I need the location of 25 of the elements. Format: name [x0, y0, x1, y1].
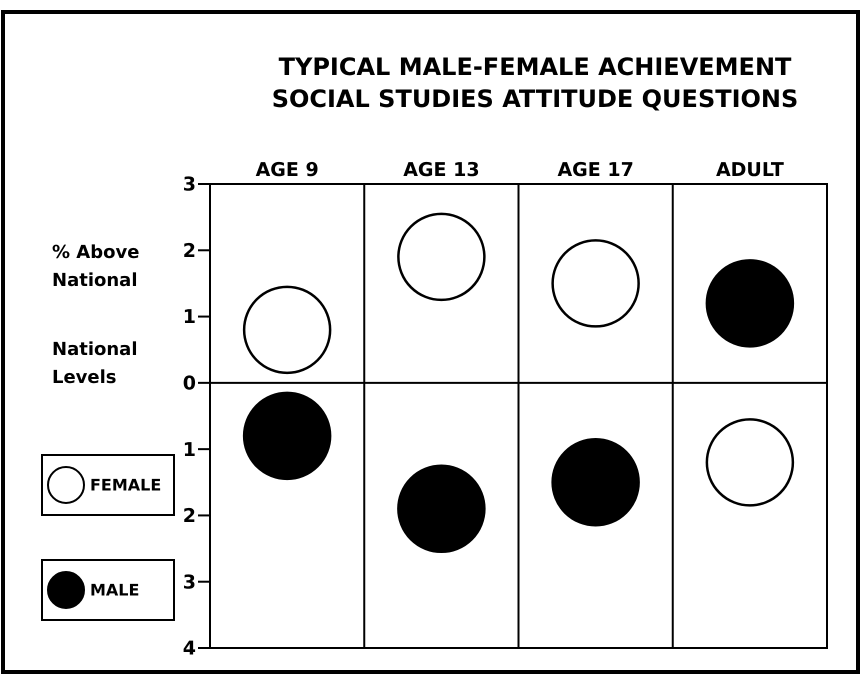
point — [242, 286, 332, 374]
text: National Levels — [52, 339, 138, 388]
y-tick-label: 3 — [182, 571, 196, 594]
x-tick-label: ADULT — [716, 159, 784, 181]
y-tick-label: 1 — [182, 438, 196, 461]
point — [551, 239, 640, 328]
y-tick-label: 2 — [182, 505, 196, 528]
y-tick-label: 2 — [182, 240, 196, 262]
y-tick-label: 4 — [182, 638, 196, 660]
point — [397, 212, 486, 302]
x-tick-label: AGE 13 — [403, 159, 480, 181]
legend-label: FEMALE — [90, 476, 162, 495]
point — [397, 464, 486, 554]
point — [242, 392, 332, 480]
chart-title: TYPICAL MALE-FEMALE ACHIEVEMENT SOCIAL STUDIES ATTITUDE QUESTIONS — [272, 53, 798, 113]
point — [706, 259, 794, 348]
x-tick-label: AGE 9 — [256, 159, 319, 181]
text: % Above National — [52, 242, 140, 291]
legend-label: MALE — [90, 580, 140, 600]
x-tick-label: AGE 17 — [557, 159, 634, 181]
point — [551, 438, 640, 527]
point — [706, 418, 794, 507]
y-tick-label: 1 — [182, 306, 196, 328]
y-tick-label: 3 — [182, 174, 196, 196]
y-tick-label: 0 — [182, 372, 196, 395]
